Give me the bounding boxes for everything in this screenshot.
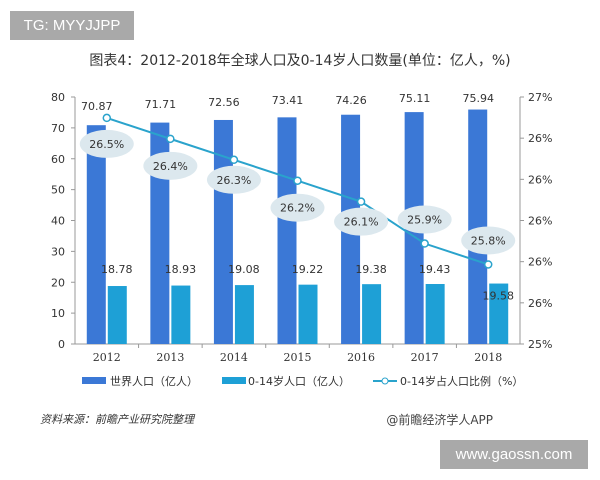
x-tick-label: 2012	[93, 351, 121, 364]
ratio-point	[420, 239, 429, 248]
chart-title: 图表4：2012-2018年全球人口及0-14岁人口数量(单位：亿人，%)	[89, 53, 511, 69]
ratio-point	[483, 260, 493, 269]
world-data-label: 70.87	[81, 100, 113, 113]
world-data-label: 75.94	[462, 92, 494, 105]
child-data-label: 18.93	[165, 263, 197, 276]
bar-world-population	[468, 109, 488, 344]
left-tick-label: 0	[58, 338, 65, 351]
world-data-label: 71.71	[145, 98, 177, 111]
ratio-label-bubble	[206, 165, 261, 194]
source-note: 资料来源：前瞻产业研究院整理	[40, 413, 194, 426]
x-tick-label: 2014	[220, 351, 248, 364]
left-tick-label: 30	[51, 245, 65, 258]
x-tick-label: 2015	[284, 351, 312, 364]
left-tick-label: 80	[51, 91, 65, 104]
bar-world-population	[277, 117, 297, 345]
ratio-label-bubble	[461, 226, 516, 255]
legend-swatch-world	[82, 377, 106, 384]
x-tick-label: 2017	[411, 351, 439, 364]
right-tick-label: 26%	[528, 215, 552, 228]
right-tick-label: 26%	[528, 297, 552, 310]
ratio-data-label: 25.9%	[407, 214, 442, 227]
ratio-point	[229, 155, 239, 165]
world-data-label: 73.41	[272, 94, 304, 107]
ratio-data-label: 26.5%	[89, 138, 124, 151]
legend-swatch-child	[222, 377, 246, 384]
ratio-data-label: 26.4%	[153, 160, 188, 173]
watermark-top: TG: MYYJJPP	[10, 11, 134, 40]
bar-child-population	[425, 284, 445, 344]
legend-label-child: 0-14岁人口（亿人）	[248, 374, 350, 388]
child-data-label: 18.78	[101, 263, 133, 276]
ratio-data-label: 25.8%	[471, 234, 506, 247]
right-tick-label: 26%	[528, 132, 552, 145]
right-tick-label: 25%	[528, 338, 552, 351]
legend-label-world: 世界人口（亿人）	[110, 375, 198, 388]
left-tick-label: 50	[51, 184, 65, 197]
legend-label-ratio: 0-14岁占人口比例（%）	[400, 374, 523, 388]
world-data-label: 72.56	[208, 96, 240, 109]
x-tick-label: 2018	[474, 351, 502, 364]
brand-label: @前瞻经济学人APP	[386, 413, 493, 427]
ratio-data-label: 26.3%	[216, 174, 251, 187]
ratio-label-bubble	[143, 151, 198, 180]
ratio-label-bubble	[334, 207, 389, 236]
x-tick-label: 2013	[156, 351, 184, 364]
watermark-bottom: www.gaossn.com	[440, 440, 588, 469]
child-data-label: 19.08	[228, 263, 260, 276]
bar-child-population	[234, 285, 254, 344]
ratio-label-bubble	[270, 193, 325, 222]
ratio-point	[293, 176, 302, 185]
ratio-point	[102, 113, 112, 123]
legend-marker-ratio	[381, 377, 389, 385]
child-data-label: 19.58	[482, 290, 514, 303]
bar-child-population	[489, 283, 509, 344]
left-tick-label: 60	[51, 153, 65, 166]
bar-child-population	[171, 285, 191, 344]
ratio-data-label: 26.2%	[280, 202, 315, 215]
x-tick-label: 2016	[347, 351, 375, 364]
child-data-label: 19.38	[355, 263, 387, 276]
ratio-point	[166, 134, 175, 144]
bar-child-population	[107, 286, 127, 344]
left-tick-label: 40	[51, 215, 65, 228]
chart: 0 10 20 30 40 50 60 70 80 25% 26% 26% 26% 26% 26% 27% 20…	[51, 91, 552, 388]
right-tick-label: 26%	[528, 173, 552, 186]
child-data-label: 19.22	[292, 263, 324, 276]
ratio-label-bubble	[79, 129, 134, 158]
bar-child-population	[298, 284, 318, 344]
right-tick-label: 26%	[528, 256, 552, 269]
ratio-point	[356, 197, 366, 206]
right-tick-label: 27%	[528, 91, 552, 104]
bar-child-population	[362, 284, 382, 344]
bar-world-population	[86, 125, 106, 344]
child-data-label: 19.43	[419, 263, 451, 276]
left-tick-label: 70	[51, 122, 65, 135]
ratio-label-bubble	[397, 205, 452, 234]
world-data-label: 74.26	[335, 94, 367, 107]
world-data-label: 75.11	[399, 92, 431, 105]
left-tick-label: 10	[51, 307, 65, 320]
left-tick-label: 20	[51, 276, 65, 289]
ratio-data-label: 26.1%	[344, 216, 379, 229]
